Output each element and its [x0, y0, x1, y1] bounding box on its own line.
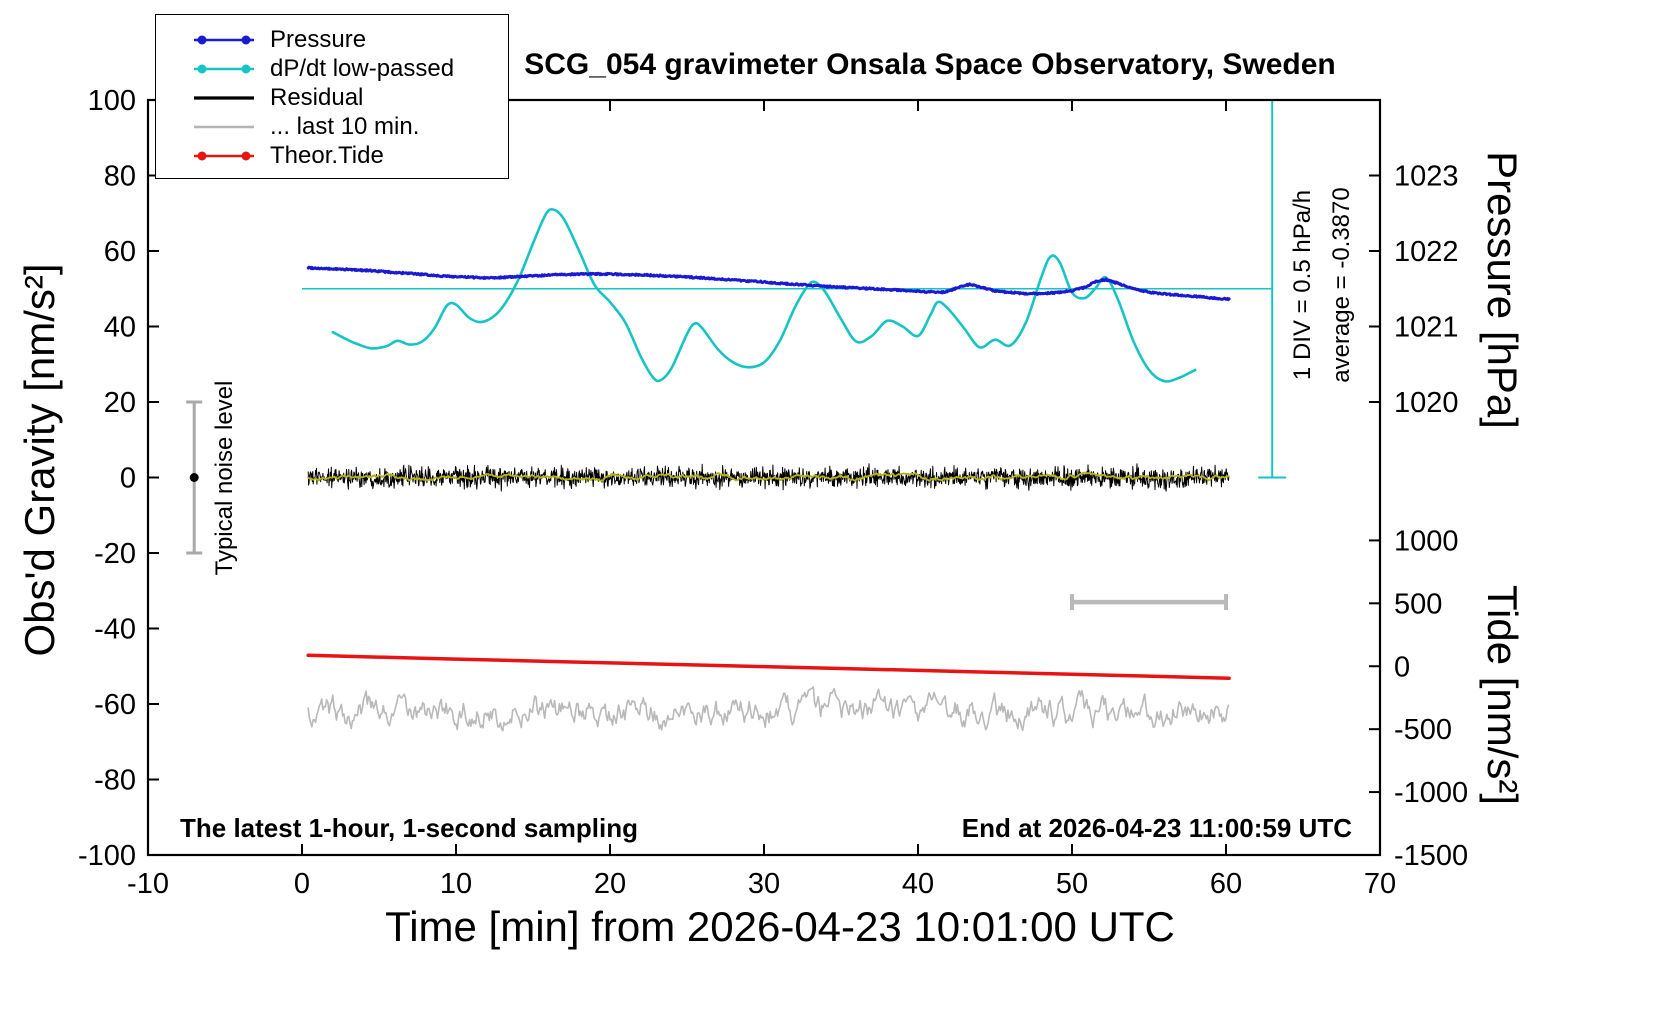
y-tick-label-gravity: -40 [94, 614, 136, 646]
y-tick-label-tide: -1000 [1394, 777, 1468, 809]
chart-title: SCG_054 gravimeter Onsala Space Observat… [524, 48, 1336, 81]
y-tick-label-gravity: 100 [88, 85, 136, 117]
scale-bar-average-label: average = -0.3870 [1328, 187, 1355, 383]
last10-legend-marker [194, 125, 254, 128]
y-tick-label-tide: 500 [1394, 588, 1442, 620]
legend-item-dpdt: dP/dt low-passed [192, 54, 500, 83]
x-tick-label: 0 [294, 868, 310, 900]
x-tick-label: 60 [1210, 868, 1242, 900]
legend-label-last10: ... last 10 min. [270, 112, 420, 140]
y-tick-label-gravity: -100 [78, 840, 136, 872]
x-tick-label: 30 [748, 868, 780, 900]
legend-label-tide: Theor.Tide [270, 141, 384, 169]
y-tick-label-pressure: 1023 [1394, 161, 1459, 193]
x-tick-label: 70 [1364, 868, 1396, 900]
noise-marker-dot [189, 473, 199, 482]
legend-label-pressure: Pressure [270, 25, 367, 53]
series-dpdt [331, 207, 1197, 383]
y-tick-label-tide: 0 [1394, 651, 1410, 683]
y-tick-label-tide: 1000 [1394, 525, 1459, 557]
legend-label-dpdt: dP/dt low-passed [270, 54, 455, 82]
series-pressure [306, 265, 1231, 302]
y-tick-label-gravity: 0 [120, 463, 136, 495]
scale-bar-div-label: 1 DIV = 0.5 hPa/h [1289, 189, 1316, 381]
pressure-legend-marker [194, 35, 254, 44]
x-tick-label: 50 [1056, 868, 1088, 900]
legend-label-residual: Residual [270, 83, 364, 111]
x-tick-label: 20 [594, 868, 626, 900]
x-tick-label: -10 [127, 868, 169, 900]
x-tick-label: 10 [440, 868, 472, 900]
legend-item-pressure: Pressure [192, 25, 500, 54]
y-tick-label-gravity: 40 [104, 312, 136, 344]
y-tick-label-pressure: 1022 [1394, 236, 1459, 268]
y-tick-label-gravity: 80 [104, 161, 136, 193]
legend-item-residual: Residual [192, 83, 500, 112]
y-axis-label-gravity: Obs'd Gravity [nm/s²] [16, 263, 63, 657]
dpdt-legend-marker [194, 64, 254, 73]
series-last10min [307, 686, 1230, 732]
legend-item-tide: Theor.Tide [192, 141, 500, 170]
series-residual-smooth [307, 471, 1230, 482]
legend-items: Pressure dP/dt low-passed Residual... last… [164, 25, 500, 170]
series-residual [307, 463, 1230, 492]
legend-item-last10: ... last 10 min. [192, 112, 500, 141]
y-tick-label-gravity: -60 [94, 689, 136, 721]
sampling-note: The latest 1-hour, 1-second sampling [180, 813, 638, 843]
x-tick-label: 40 [902, 868, 934, 900]
tide-legend-marker [194, 151, 254, 160]
legend: Pressure dP/dt low-passed Residual... last… [155, 14, 509, 179]
y-axis-label-tide: Tide [nm/s²] [1479, 584, 1526, 806]
y-tick-label-gravity: -20 [94, 538, 136, 570]
series-theor-tide [306, 653, 1231, 681]
y-tick-label-gravity: 60 [104, 236, 136, 268]
residual-legend-marker [194, 95, 254, 100]
y-tick-label-gravity: 20 [104, 387, 136, 419]
y-tick-label-tide: -1500 [1394, 840, 1468, 872]
typical-noise-level-label: Typical noise level [211, 380, 238, 576]
y-tick-label-pressure: 1020 [1394, 387, 1459, 419]
x-axis-label: Time [min] from 2026-04-23 10:01:00 UTC [385, 903, 1175, 950]
y-tick-label-gravity: -80 [94, 765, 136, 797]
y-tick-label-tide: -500 [1394, 714, 1452, 746]
y-tick-label-pressure: 1021 [1394, 312, 1459, 344]
end-time-note: End at 2026-04-23 11:00:59 UTC [961, 813, 1352, 843]
